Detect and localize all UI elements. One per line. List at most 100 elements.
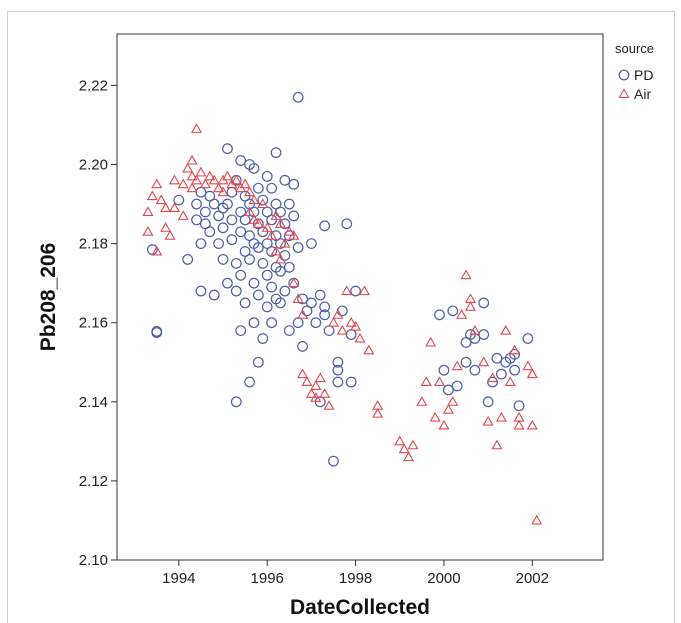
air-point — [531, 514, 543, 525]
air-point — [350, 320, 362, 331]
air-point — [297, 309, 309, 319]
air-point — [451, 360, 463, 371]
air-point — [372, 407, 384, 418]
air-point — [407, 439, 419, 450]
air-point — [160, 202, 172, 213]
data-points — [142, 91, 543, 525]
pd-point — [261, 170, 273, 182]
air-point — [195, 166, 207, 177]
pd-point — [310, 317, 322, 329]
air-point — [416, 396, 428, 406]
air-point — [486, 372, 499, 383]
air-point — [522, 360, 534, 371]
air-point — [274, 253, 287, 264]
y-tick-label: 2.22 — [79, 77, 108, 94]
pd-point — [235, 155, 247, 166]
pd-point — [222, 198, 233, 210]
air-point — [248, 194, 260, 205]
air-point — [186, 170, 198, 181]
air-point — [213, 182, 225, 193]
pd-point — [495, 368, 507, 380]
air-point — [270, 210, 282, 220]
air-point — [513, 411, 525, 422]
pd-point — [283, 261, 295, 273]
pd-point — [279, 174, 291, 186]
air-point — [177, 178, 189, 189]
air-point — [403, 451, 415, 462]
pd-point — [275, 238, 286, 250]
pd-point — [261, 269, 273, 281]
air-point — [509, 344, 521, 355]
pd-point — [469, 364, 481, 376]
pd-point — [328, 455, 339, 467]
air-point — [513, 419, 525, 430]
pd-point — [292, 242, 304, 253]
air-point — [363, 344, 375, 355]
pd-point — [509, 364, 521, 376]
air-point — [447, 396, 459, 406]
air-point — [252, 218, 264, 228]
pd-point — [275, 265, 286, 277]
pd-point — [151, 327, 163, 338]
legend-label-pd: PD — [634, 67, 653, 83]
pd-point — [204, 226, 216, 238]
pd-point — [257, 257, 269, 269]
pd-point — [195, 285, 207, 297]
air-point — [217, 186, 229, 197]
pd-point — [451, 380, 463, 392]
air-point — [177, 210, 189, 220]
pd-point — [244, 376, 255, 388]
pd-point — [283, 325, 295, 337]
pd-point — [460, 337, 472, 348]
air-point — [310, 392, 322, 402]
air-point — [248, 214, 260, 224]
y-tick-label: 2.10 — [79, 552, 108, 569]
air-point — [341, 285, 353, 296]
x-tick-label: 1994 — [162, 570, 195, 587]
air-point — [456, 309, 468, 319]
pd-point — [248, 277, 260, 289]
pd-point — [217, 222, 229, 234]
air-point — [151, 178, 163, 189]
air-point — [270, 245, 282, 256]
air-point — [358, 285, 370, 296]
pd-point — [319, 301, 331, 313]
pd-point — [434, 309, 445, 321]
air-point — [199, 178, 211, 189]
air-point — [142, 206, 154, 216]
pd-point — [239, 246, 251, 257]
legend-label-air: Air — [634, 86, 651, 102]
x-tick-label: 1996 — [251, 570, 284, 587]
air-point — [398, 443, 410, 454]
air-point — [279, 237, 291, 248]
air-point — [420, 376, 432, 387]
pd-point — [248, 206, 260, 218]
pd-point — [252, 289, 264, 301]
pd-point — [235, 269, 247, 281]
air-point — [164, 229, 176, 240]
pd-point — [460, 356, 472, 368]
pd-point — [270, 230, 282, 242]
air-point — [151, 245, 163, 256]
air-point — [160, 222, 172, 232]
air-point — [438, 419, 450, 430]
pd-point — [235, 325, 247, 337]
pd-point — [213, 210, 225, 222]
air-point — [239, 178, 251, 189]
pd-point — [288, 178, 300, 190]
pd-point — [482, 396, 494, 408]
y-tick-label: 2.12 — [79, 473, 108, 490]
pd-point — [239, 297, 251, 309]
pd-point — [279, 218, 291, 230]
x-axis-title: DateCollected — [290, 596, 430, 619]
air-point — [221, 170, 234, 181]
pd-point — [244, 254, 255, 265]
pd-point — [230, 285, 242, 297]
pd-point — [252, 242, 264, 253]
pd-point — [230, 257, 242, 269]
pd-point — [235, 206, 247, 218]
y-axis-title: Pb208_206 — [37, 243, 60, 352]
pd-point — [266, 182, 278, 194]
air-point — [168, 202, 180, 213]
pd-point — [230, 396, 242, 408]
